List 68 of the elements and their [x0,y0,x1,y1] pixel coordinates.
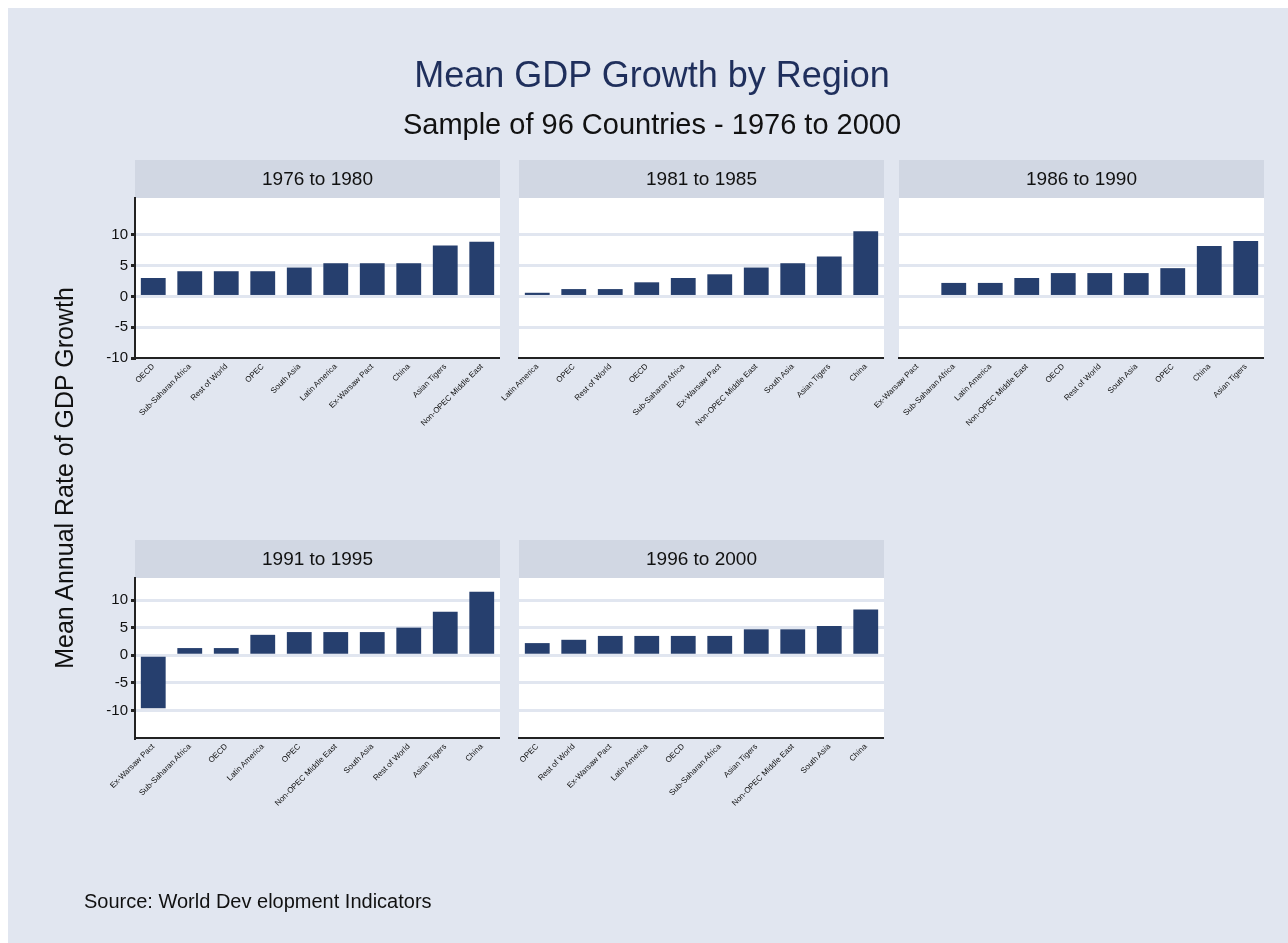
bar [213,271,239,295]
bar [634,635,660,654]
bar [1123,273,1149,295]
bar [780,263,806,295]
bar [432,611,458,654]
bar [707,635,733,654]
y-tick-label: 10 [111,225,128,243]
bar [743,267,769,295]
y-tick-label: 10 [111,590,128,608]
y-tick-label: 0 [119,286,128,304]
bar [213,648,239,654]
y-tick-label: -5 [114,672,128,690]
bar [1233,241,1259,295]
bar [359,263,385,295]
bar [469,241,495,295]
chart-title: 1996 to 2000 [519,540,884,578]
bar [524,643,550,654]
bar [816,256,842,295]
bar [286,632,312,654]
bar [396,263,422,295]
bar [780,629,806,654]
chart-title: 1986 to 1990 [899,160,1264,198]
bar [286,267,312,295]
bar [634,282,660,295]
bar [1196,246,1222,295]
source-note: Source: World Dev elopment Indicators [84,890,432,913]
bar [140,278,166,295]
chart-title: 1976 to 1980 [135,160,500,198]
bar [323,632,349,654]
y-tick-label: -5 [114,317,128,335]
text: Sample of 96 Countries - 1976 to 2000 [401,108,903,141]
chart-title: 1991 to 1995 [135,540,500,578]
bar [597,635,623,654]
bar [597,289,623,295]
y-tick-label: 5 [119,255,128,273]
y-tick-label: -10 [106,348,128,366]
bar [853,609,879,654]
text: Mean Annual Rate of GDP Growth [49,287,79,669]
bar [670,278,696,295]
bar [561,639,587,654]
bar [670,635,696,654]
bar [561,289,587,295]
bar [524,292,550,295]
y-tick-label: 0 [119,645,128,663]
bar [396,627,422,654]
bar [816,626,842,654]
bar [1160,268,1186,295]
bar [177,271,203,295]
bar [1087,273,1113,295]
bar [177,648,203,654]
bar [140,656,166,709]
bar [743,629,769,654]
bar [941,282,967,295]
y-tick-label: 5 [119,617,128,635]
bar [323,263,349,295]
bar [432,245,458,295]
bar [1014,278,1040,295]
bar [707,274,733,295]
bar [469,591,495,654]
bar [359,632,385,654]
text: Mean GDP Growth by Region [413,54,891,96]
bar [250,271,276,295]
bar [1050,273,1076,295]
bar [853,231,879,295]
y-tick-label: -10 [106,700,128,718]
bar [250,634,276,654]
bar [977,282,1003,295]
chart-title: 1981 to 1985 [519,160,884,198]
